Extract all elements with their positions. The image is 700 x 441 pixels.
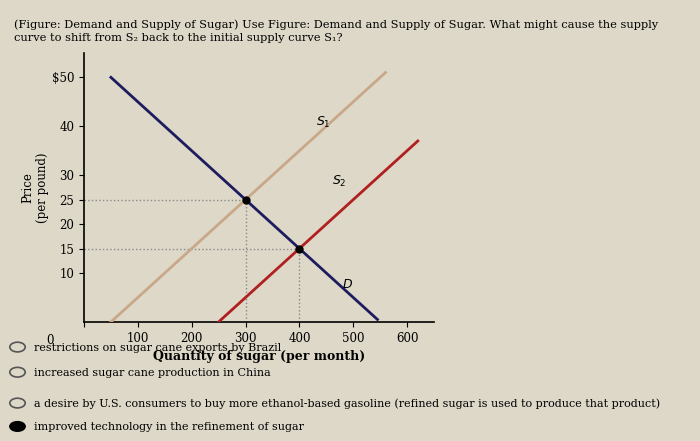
Text: $S_1$: $S_1$ — [316, 115, 330, 131]
Text: increased sugar cane production in China: increased sugar cane production in China — [34, 368, 270, 378]
Text: $S_2$: $S_2$ — [332, 174, 346, 189]
Text: (Figure: Demand and Supply of Sugar) Use Figure: Demand and Supply of Sugar. Wha: (Figure: Demand and Supply of Sugar) Use… — [14, 20, 658, 30]
X-axis label: Quantity of sugar (per month): Quantity of sugar (per month) — [153, 350, 365, 363]
Text: restrictions on sugar cane exports by Brazil: restrictions on sugar cane exports by Br… — [34, 343, 281, 353]
Text: curve to shift from S₂ back to the initial supply curve S₁?: curve to shift from S₂ back to the initi… — [14, 33, 342, 43]
Text: 0: 0 — [46, 334, 54, 347]
Y-axis label: Price
(per pound): Price (per pound) — [21, 152, 49, 223]
Text: $D$: $D$ — [342, 278, 354, 291]
Text: a desire by U.S. consumers to buy more ethanol-based gasoline (refined sugar is : a desire by U.S. consumers to buy more e… — [34, 398, 659, 409]
Text: improved technology in the refinement of sugar: improved technology in the refinement of… — [34, 422, 304, 432]
